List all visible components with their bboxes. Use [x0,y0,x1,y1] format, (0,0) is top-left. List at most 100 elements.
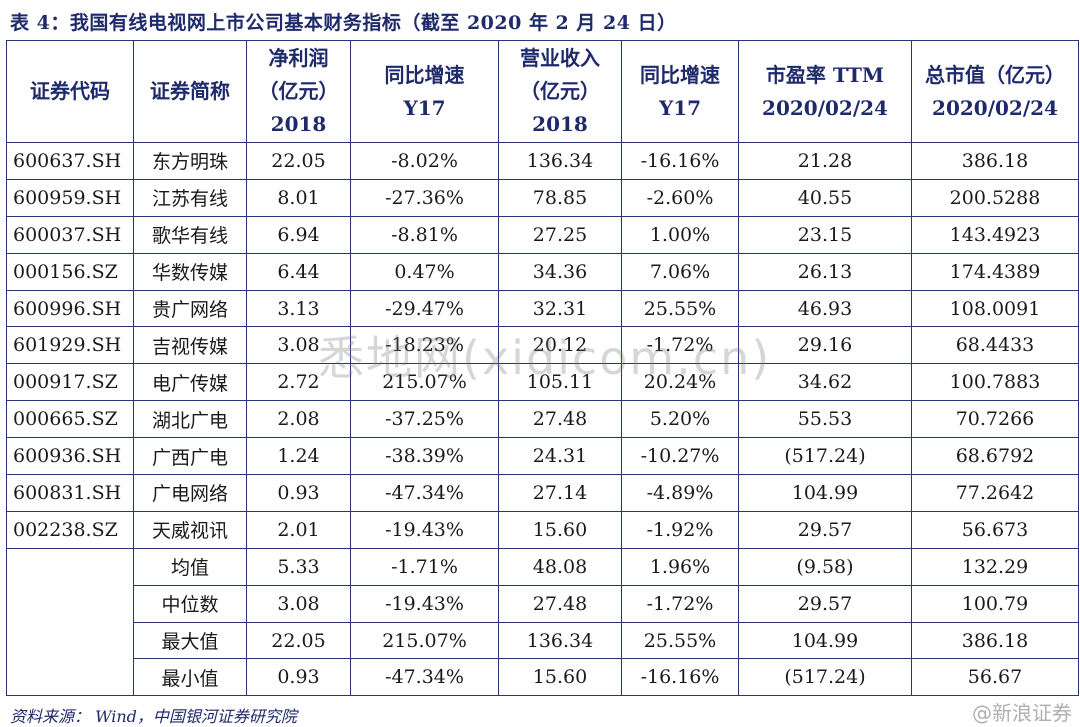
cell-code: 000917.SZ [6,363,134,402]
summary-profit-growth: -1.71% [350,547,499,586]
cell-profit-growth: -47.34% [350,474,499,512]
cell-pe: 26.13 [738,252,912,291]
cell-revenue: 34.36 [498,252,622,291]
cell-pe: 29.57 [738,510,912,549]
cell-mcap: 77.2642 [911,474,1079,512]
cell-name: 贵广网络 [133,289,247,328]
cell-revenue-growth: -1.72% [621,326,739,365]
summary-revenue-growth: 25.55% [621,621,739,660]
summary-revenue: 15.60 [498,658,622,697]
summary-mcap: 386.18 [911,621,1079,660]
summary-profit: 5.33 [246,547,351,586]
cell-revenue-growth: -4.89% [621,474,739,512]
header-net-profit: 净利润 （亿元） 2018 [246,40,351,143]
summary-label: 最大值 [133,621,247,660]
cell-name: 电广传媒 [133,363,247,402]
cell-revenue: 27.48 [498,400,622,439]
cell-profit: 3.08 [246,326,351,365]
cell-revenue-growth: -2.60% [621,178,739,217]
cell-revenue: 27.25 [498,215,622,254]
summary-label: 最小值 [133,658,247,697]
cell-revenue-growth: 1.00% [621,215,739,254]
weibo-watermark: @新浪证券 [972,701,1072,725]
cell-profit-growth: -27.36% [350,178,499,217]
summary-profit: 22.05 [246,621,351,660]
cell-code: 600996.SH [6,289,134,328]
header-pe-ttm: 市盈率 TTM 2020/02/24 [738,40,912,143]
cell-profit-growth: -37.25% [350,400,499,439]
summary-revenue-growth: 1.96% [621,547,739,586]
summary-label: 均值 [133,547,247,586]
cell-mcap: 100.7883 [911,363,1079,402]
summary-mcap: 56.67 [911,658,1079,697]
summary-profit: 3.08 [246,584,351,623]
cell-profit: 2.01 [246,510,351,549]
cell-revenue: 78.85 [498,178,622,217]
cell-pe: 23.15 [738,215,912,254]
cell-mcap: 68.6792 [911,437,1079,476]
summary-pe: (517.24) [738,658,912,697]
cell-name: 广西广电 [133,437,247,476]
cell-code: 000665.SZ [6,400,134,439]
summary-label: 中位数 [133,584,247,623]
summary-revenue: 27.48 [498,584,622,623]
cell-code: 601929.SH [6,326,134,365]
summary-profit-growth: -47.34% [350,658,499,697]
cell-revenue-growth: 7.06% [621,252,739,291]
cell-name: 吉视传媒 [133,326,247,365]
cell-mcap: 68.4433 [911,326,1079,365]
cell-code: 600637.SH [6,142,134,180]
cell-profit: 8.01 [246,178,351,217]
summary-revenue: 136.34 [498,621,622,660]
cell-profit-growth: -29.47% [350,289,499,328]
cell-profit-growth: -8.81% [350,215,499,254]
summary-blank-cell [6,547,134,697]
cell-profit-growth: -38.39% [350,437,499,476]
cell-pe: 34.62 [738,363,912,402]
cell-name: 广电网络 [133,474,247,512]
cell-profit-growth: -8.02% [350,142,499,180]
cell-revenue: 15.60 [498,510,622,549]
summary-row: 中位数 3.08 -19.43% 27.48 -1.72% 29.57 100.79 [7,584,1079,623]
table-row: 002238.SZ 天威视讯 2.01 -19.43% 15.60 -1.92% 29.57… [6,510,1079,549]
cell-revenue: 105.11 [498,363,622,402]
cell-profit: 2.72 [246,363,351,402]
cell-mcap: 174.4389 [911,252,1079,291]
financial-indicators-table: 证券代码 证券简称 净利润 （亿元） 2018 同比增速 Y17 营业收入 （亿元） 20… [6,40,1079,697]
cell-code: 600959.SH [6,178,134,217]
cell-profit-growth: 215.07% [350,363,499,402]
cell-pe: 21.28 [738,142,912,180]
cell-name: 江苏有线 [133,178,247,217]
table-row: 600936.SH 广西广电 1.24 -38.39% 24.31 -10.27% (517… [6,437,1079,476]
cell-profit: 1.24 [246,437,351,476]
cell-profit: 6.44 [246,252,351,291]
summary-pe: (9.58) [738,547,912,586]
cell-pe: 40.55 [738,178,912,217]
cell-pe: 46.93 [738,289,912,328]
cell-mcap: 386.18 [911,142,1079,180]
cell-mcap: 56.673 [911,510,1079,549]
table-row: 600959.SH 江苏有线 8.01 -27.36% 78.85 -2.60% 40.55… [6,178,1079,217]
table-row: 600037.SH 歌华有线 6.94 -8.81% 27.25 1.00% 23.15 14… [6,215,1079,254]
summary-profit: 0.93 [246,658,351,697]
table-row: 600996.SH 贵广网络 3.13 -29.47% 32.31 25.55% 46.93… [6,289,1079,328]
header-row: 证券代码 证券简称 净利润 （亿元） 2018 同比增速 Y17 营业收入 （亿元） 20… [6,40,1079,143]
header-revenue-growth: 同比增速 Y17 [621,40,739,143]
summary-revenue: 48.08 [498,547,622,586]
cell-revenue-growth: 5.20% [621,400,739,439]
cell-profit: 0.93 [246,474,351,512]
cell-code: 600936.SH [6,437,134,476]
cell-revenue: 20.12 [498,326,622,365]
cell-name: 天威视讯 [133,510,247,549]
cell-revenue-growth: -16.16% [621,142,739,180]
header-security-code: 证券代码 [6,40,134,143]
cell-profit: 6.94 [246,215,351,254]
cell-profit-growth: -19.43% [350,510,499,549]
table-row: 000917.SZ 电广传媒 2.72 215.07% 105.11 20.24% 34.6… [6,363,1079,402]
cell-name: 歌华有线 [133,215,247,254]
cell-code: 002238.SZ [6,510,134,549]
summary-row: 均值 5.33 -1.71% 48.08 1.96% (9.58) 132.29 [6,547,1079,697]
cell-profit-growth: -18.23% [350,326,499,365]
cell-pe: 29.16 [738,326,912,365]
cell-code: 000156.SZ [6,252,134,291]
